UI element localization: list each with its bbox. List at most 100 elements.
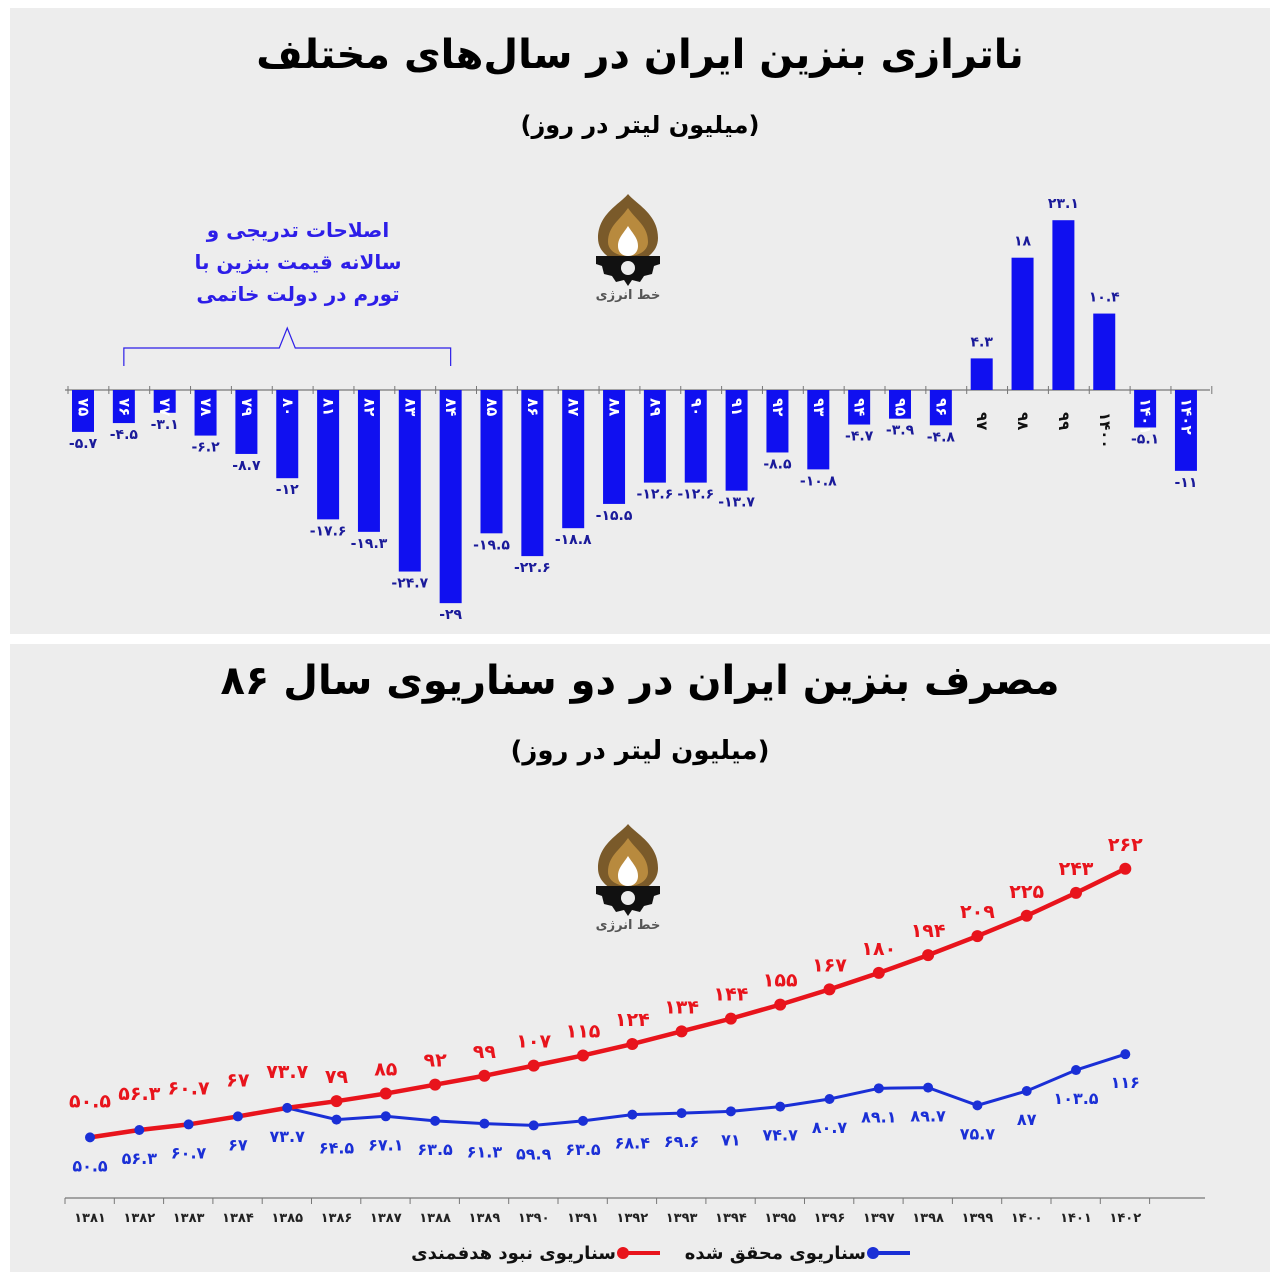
data-label-no-targeting: ۲۴۳ bbox=[1059, 858, 1094, 880]
data-label-no-targeting: ۱۶۷ bbox=[812, 954, 847, 976]
data-point-no-targeting bbox=[1119, 862, 1132, 875]
data-label-realized: ۷۵.۷ bbox=[960, 1124, 996, 1143]
bar bbox=[807, 390, 830, 470]
value-label: -۲۹ bbox=[439, 607, 462, 623]
data-point-realized bbox=[972, 1100, 983, 1111]
category-label: ۹۶ bbox=[932, 398, 950, 416]
bar bbox=[1052, 220, 1075, 390]
logo-text: خط انرژی bbox=[595, 918, 661, 933]
legend-blue-label: سناریوی محقق شده bbox=[684, 1242, 866, 1264]
value-label: -۱۸.۸ bbox=[555, 532, 592, 548]
value-label: -۱۳.۷ bbox=[718, 495, 755, 511]
bar bbox=[357, 390, 380, 532]
category-label: ۱۴۰۰ bbox=[1096, 412, 1114, 449]
x-tick-label: ۱۳۹۵ bbox=[764, 1211, 796, 1226]
data-label-no-targeting: ۵۰.۵ bbox=[69, 1090, 111, 1112]
bar bbox=[112, 390, 135, 424]
x-tick-label: ۱۳۸۱ bbox=[74, 1211, 106, 1226]
data-label-realized: ۵۹.۹ bbox=[516, 1144, 552, 1163]
category-label: ۸۱ bbox=[320, 398, 338, 416]
data-point-realized bbox=[528, 1120, 539, 1131]
annotation-text: اصلاحات تدریجی و سالانه قیمت بنزین با تو… bbox=[178, 214, 418, 310]
data-point-realized bbox=[380, 1111, 391, 1122]
bar bbox=[725, 390, 748, 491]
data-label-realized: ۶۷ bbox=[228, 1135, 248, 1154]
category-label: ۹۹ bbox=[1055, 412, 1073, 430]
data-label-realized: ۷۳.۷ bbox=[270, 1127, 306, 1146]
flame-gear-icon bbox=[596, 194, 660, 286]
bar bbox=[562, 390, 585, 529]
data-label-realized: ۸۷ bbox=[1017, 1110, 1037, 1129]
category-label: ۷۸ bbox=[197, 398, 215, 416]
x-tick-label: ۱۴۰۰ bbox=[1011, 1211, 1043, 1226]
data-label-no-targeting: ۱۴۴ bbox=[714, 984, 749, 1006]
data-label-realized: ۶۱.۳ bbox=[467, 1143, 503, 1162]
energy-line-logo: خط انرژی bbox=[588, 820, 668, 940]
data-point-realized bbox=[627, 1109, 638, 1120]
data-point-realized bbox=[479, 1118, 490, 1129]
category-label: ۸۵ bbox=[483, 398, 501, 416]
category-label: ۸۰ bbox=[279, 398, 297, 416]
category-label: ۸۸ bbox=[606, 398, 624, 416]
data-point-no-targeting bbox=[823, 983, 836, 996]
bar bbox=[929, 390, 952, 426]
x-tick-label: ۱۳۸۷ bbox=[370, 1211, 402, 1226]
value-label: -۴.۸ bbox=[927, 429, 956, 445]
value-label: ۱۰.۴ bbox=[1089, 290, 1120, 306]
category-label: ۹۸ bbox=[1014, 412, 1032, 430]
x-tick-label: ۱۴۰۱ bbox=[1060, 1211, 1092, 1226]
data-label-no-targeting: ۶۷ bbox=[226, 1069, 250, 1091]
data-label-no-targeting: ۱۹۴ bbox=[911, 920, 946, 942]
bar bbox=[521, 390, 544, 557]
line-chart: ۱۳۸۱ ۱۳۸۲ ۱۳۸۳ ۱۳۸۴ ۱۳۸۵ ۱۳۸۶ ۱۳۸۷ ۱۳۸۸ ۱۳۸۹ ۱۳۹۰… bbox=[64, 834, 1205, 1226]
legend: سناریوی نبود هدفمندی سناریوی محقق شده bbox=[390, 1240, 910, 1266]
data-label-no-targeting: ۵۶.۳ bbox=[118, 1083, 160, 1105]
category-label: ۸۴ bbox=[442, 398, 460, 416]
value-label: -۴.۷ bbox=[845, 429, 874, 445]
data-point-no-targeting bbox=[1020, 909, 1033, 922]
data-label-no-targeting: ۱۰۷ bbox=[516, 1031, 551, 1053]
bar bbox=[439, 390, 462, 604]
bar bbox=[398, 390, 421, 572]
legend-red-label: سناریوی نبود هدفمندی bbox=[411, 1242, 616, 1264]
bar bbox=[1174, 390, 1197, 471]
category-label: ۷۵ bbox=[75, 398, 93, 416]
x-tick-label: ۱۳۸۶ bbox=[321, 1211, 353, 1226]
value-label: -۳.۹ bbox=[886, 423, 915, 439]
value-label: ۴.۳ bbox=[970, 334, 993, 350]
bar bbox=[153, 390, 176, 413]
data-label-no-targeting: ۸۵ bbox=[374, 1059, 398, 1081]
chart-subtitle: (میلیون لیتر در روز) bbox=[520, 111, 760, 139]
data-label-no-targeting: ۷۳.۷ bbox=[266, 1061, 308, 1083]
bar bbox=[684, 390, 707, 483]
value-label: -۱۲.۶ bbox=[677, 487, 714, 503]
category-label: ۹۱ bbox=[728, 398, 746, 416]
data-point-realized bbox=[183, 1119, 194, 1130]
x-tick-label: ۱۳۹۳ bbox=[666, 1211, 698, 1226]
bar bbox=[276, 390, 299, 479]
value-label: -۳.۱ bbox=[151, 417, 179, 433]
category-label: ۹۵ bbox=[892, 398, 910, 416]
data-point-realized bbox=[282, 1102, 293, 1113]
data-label-no-targeting: ۶۰.۷ bbox=[168, 1077, 210, 1099]
x-tick-label: ۱۳۸۵ bbox=[271, 1211, 303, 1226]
value-label: -۱۵.۵ bbox=[596, 508, 633, 524]
data-label-realized: ۱۰۳.۵ bbox=[1053, 1089, 1098, 1108]
value-label: -۱۱ bbox=[1174, 475, 1197, 491]
data-label-realized: ۶۳.۵ bbox=[565, 1140, 601, 1159]
bar bbox=[889, 390, 911, 419]
data-label-no-targeting: ۱۵۵ bbox=[763, 970, 798, 992]
value-label: -۶.۲ bbox=[191, 440, 220, 456]
bar bbox=[1011, 257, 1034, 390]
data-point-realized bbox=[134, 1124, 145, 1135]
data-point-realized bbox=[1071, 1065, 1081, 1076]
category-label: ۹۲ bbox=[769, 398, 787, 416]
x-tick-label: ۱۳۹۶ bbox=[814, 1211, 846, 1226]
x-tick-label: ۱۳۸۴ bbox=[222, 1211, 254, 1226]
category-label: ۱۴۰۲ bbox=[1177, 398, 1195, 435]
x-tick-label: ۱۳۹۲ bbox=[616, 1211, 648, 1226]
value-label: -۲۲.۶ bbox=[514, 560, 551, 576]
category-label: ۸۶ bbox=[524, 398, 542, 416]
chart-subtitle: (میلیون لیتر در روز) bbox=[510, 736, 770, 766]
data-point-realized bbox=[676, 1108, 687, 1119]
